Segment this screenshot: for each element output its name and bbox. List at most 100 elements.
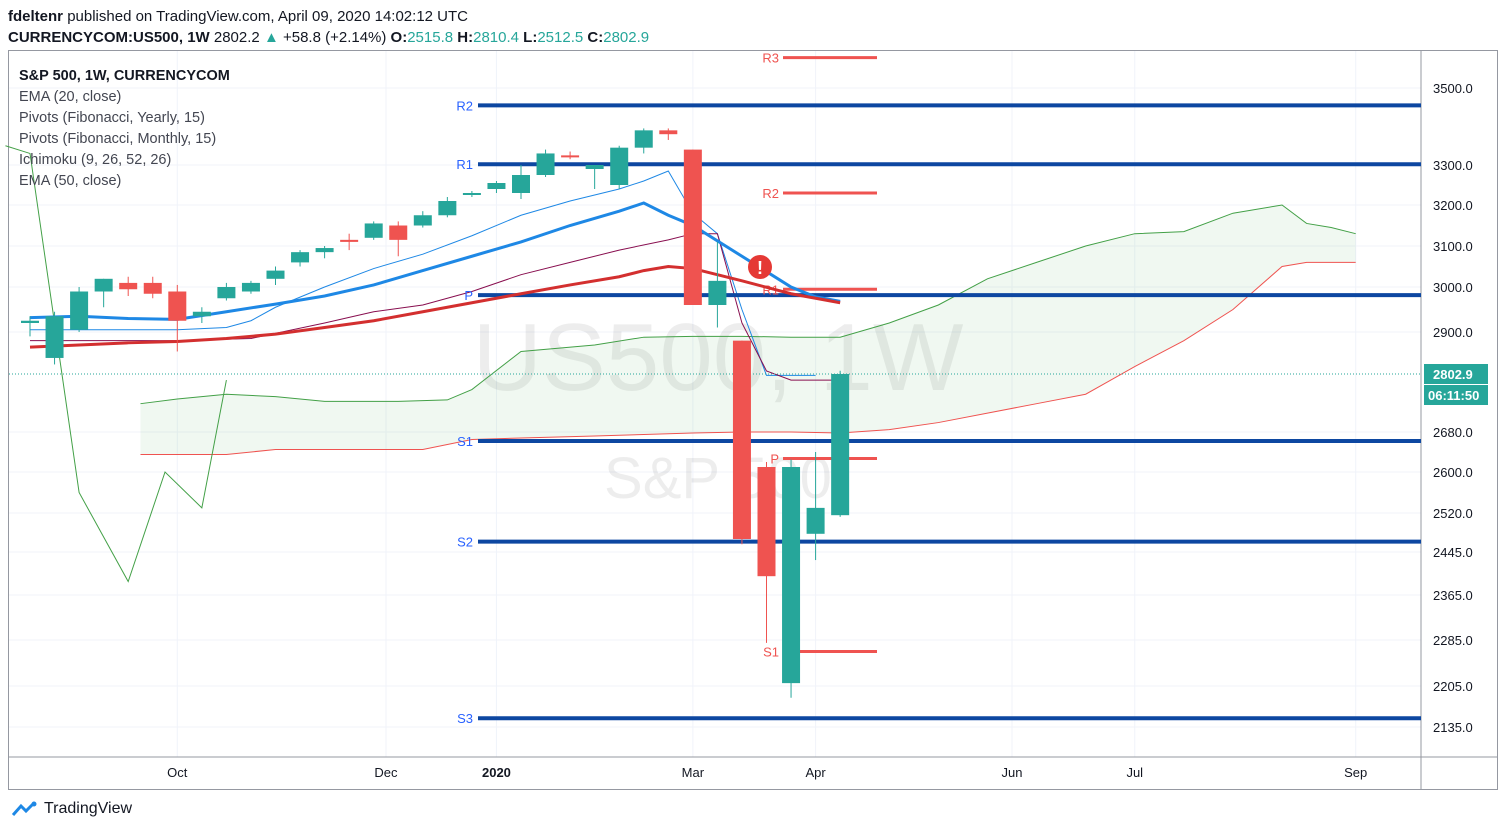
legend-item[interactable]: EMA (20, close) bbox=[19, 89, 122, 105]
monthly-pivot-label: R2 bbox=[762, 186, 779, 201]
brand-name[interactable]: TradingView bbox=[44, 800, 133, 817]
close-label: C: bbox=[587, 29, 604, 46]
author-name[interactable]: fdeltenr bbox=[8, 8, 64, 25]
candle-body bbox=[266, 270, 285, 279]
time-axis-label: Jun bbox=[1002, 765, 1023, 780]
countdown-badge-text: 06:11:50 bbox=[1428, 388, 1479, 403]
tradingview-logo-icon bbox=[12, 801, 37, 816]
candle-body bbox=[143, 282, 162, 294]
price-axis-tick: 2600.0 bbox=[1433, 465, 1473, 480]
high-value: 2810.4 bbox=[473, 29, 519, 46]
price-axis-tick: 2285.0 bbox=[1433, 633, 1473, 648]
candle-body bbox=[94, 278, 113, 292]
price-axis-tick: 3300.0 bbox=[1433, 158, 1473, 173]
time-axis-label: 2020 bbox=[482, 765, 511, 780]
price-axis-tick: 3200.0 bbox=[1433, 198, 1473, 213]
price-axis-tick: 3100.0 bbox=[1433, 239, 1473, 254]
publisher-line: fdeltenr published on TradingView.com, A… bbox=[8, 6, 649, 27]
candle-body bbox=[70, 291, 89, 330]
price-axis-tick: 2135.0 bbox=[1433, 720, 1473, 735]
candle-body bbox=[732, 340, 751, 539]
high-label: H: bbox=[457, 29, 474, 46]
legend-item[interactable]: Ichimoku (9, 26, 52, 26) bbox=[19, 152, 172, 168]
price-axis-tick: 2445.0 bbox=[1433, 545, 1473, 560]
candle-body bbox=[291, 252, 310, 263]
price-change: +58.8 (+2.14%) bbox=[282, 29, 387, 46]
candle-body bbox=[364, 223, 383, 238]
footer: TradingView bbox=[12, 800, 132, 818]
yearly-pivot-label: S1 bbox=[457, 434, 473, 449]
candle-body bbox=[315, 248, 334, 253]
candle-body bbox=[708, 280, 727, 305]
yearly-pivot-label: P bbox=[464, 288, 473, 303]
indicator-legend: S&P 500, 1W, CURRENCYCOM EMA (20, close)… bbox=[19, 66, 230, 192]
ichimoku-lagging-span bbox=[5, 145, 227, 583]
monthly-pivot-label: R3 bbox=[762, 51, 779, 66]
time-axis-label: Sep bbox=[1344, 765, 1367, 780]
price-axis-tick: 2520.0 bbox=[1433, 506, 1473, 521]
legend-item[interactable]: Pivots (Fibonacci, Monthly, 15) bbox=[19, 131, 217, 147]
candle-body bbox=[512, 175, 530, 193]
candle-body bbox=[782, 467, 801, 684]
last-price-badge bbox=[1424, 364, 1488, 384]
candle-body bbox=[192, 311, 211, 317]
watermark-symbol: US500, 1W bbox=[473, 304, 964, 411]
low-label: L: bbox=[523, 29, 538, 46]
ichimoku-span-a bbox=[140, 204, 1356, 405]
arrow-up-icon: ▲ bbox=[263, 29, 279, 46]
candle-body bbox=[561, 155, 580, 158]
yearly-pivot-label: R1 bbox=[456, 157, 473, 172]
open-value: 2515.8 bbox=[407, 29, 454, 46]
last-price: 2802.2 bbox=[213, 29, 260, 46]
symbol-name[interactable]: CURRENCYCOM:US500, 1W bbox=[8, 29, 210, 46]
price-axis-tick: 2680.0 bbox=[1433, 425, 1473, 440]
candle-body bbox=[634, 130, 653, 148]
chart-frame[interactable] bbox=[8, 50, 1498, 790]
close-value: 2802.9 bbox=[603, 29, 650, 46]
time-axis-label: Dec bbox=[374, 765, 398, 780]
yearly-pivot-label: S3 bbox=[457, 711, 473, 726]
candle-body bbox=[413, 215, 432, 226]
price-axis-tick: 2205.0 bbox=[1433, 679, 1473, 694]
candle-body bbox=[659, 130, 678, 135]
candle-body bbox=[806, 507, 825, 534]
candle-body bbox=[683, 149, 702, 305]
time-axis-label: Jul bbox=[1126, 765, 1143, 780]
candle-body bbox=[585, 165, 604, 169]
monthly-pivot-label: S1 bbox=[763, 645, 779, 660]
open-label: O: bbox=[390, 29, 408, 46]
ichimoku-cloud bbox=[140, 205, 1356, 455]
price-axis-tick: 2365.0 bbox=[1433, 588, 1473, 603]
candle-body bbox=[21, 320, 39, 323]
monthly-pivot-label: P bbox=[770, 452, 779, 467]
candle-body bbox=[487, 183, 506, 189]
price-axis-tick: 2900.0 bbox=[1433, 325, 1473, 340]
price-axis-tick: 3000.0 bbox=[1433, 280, 1473, 295]
last-price-badge-text: 2802.9 bbox=[1433, 367, 1473, 382]
candle-body bbox=[119, 282, 138, 290]
time-axis-label: Mar bbox=[682, 765, 705, 780]
legend-item[interactable]: S&P 500, 1W, CURRENCYCOM bbox=[19, 68, 230, 84]
ohlc-line: CURRENCYCOM:US500, 1W 2802.2 ▲ +58.8 (+2… bbox=[8, 27, 649, 48]
price-axis-tick: 3500.0 bbox=[1433, 81, 1473, 96]
chart-header: fdeltenr published on TradingView.com, A… bbox=[8, 6, 649, 48]
legend-item[interactable]: EMA (50, close) bbox=[19, 173, 122, 189]
yearly-pivot-label: S2 bbox=[457, 535, 473, 550]
candle-body bbox=[536, 153, 555, 175]
candle-body bbox=[462, 193, 481, 195]
yearly-pivot-label: R2 bbox=[456, 98, 473, 113]
low-value: 2512.5 bbox=[537, 29, 584, 46]
candle-body bbox=[241, 282, 260, 292]
countdown-badge bbox=[1424, 385, 1488, 405]
candle-body bbox=[610, 147, 629, 185]
alert-icon bbox=[748, 255, 772, 279]
candle-body bbox=[168, 291, 187, 321]
ichimoku-span-b bbox=[140, 261, 1356, 455]
time-axis-label: Apr bbox=[805, 765, 826, 780]
ichimoku-conversion-line bbox=[30, 170, 816, 376]
alert-icon-glyph: ! bbox=[757, 258, 763, 278]
candle-body bbox=[757, 467, 776, 577]
legend-item[interactable]: Pivots (Fibonacci, Yearly, 15) bbox=[19, 110, 205, 126]
candle-body bbox=[389, 225, 408, 240]
